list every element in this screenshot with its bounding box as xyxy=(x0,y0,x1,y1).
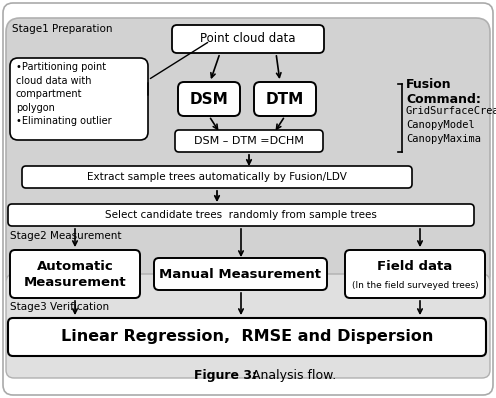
Text: Analysis flow.: Analysis flow. xyxy=(248,369,336,382)
FancyBboxPatch shape xyxy=(8,204,474,226)
Text: GridSurfaceCreate
CanopyModel
CanopyMaxima: GridSurfaceCreate CanopyModel CanopyMaxi… xyxy=(406,106,496,144)
FancyBboxPatch shape xyxy=(8,318,486,356)
FancyBboxPatch shape xyxy=(10,58,148,140)
FancyBboxPatch shape xyxy=(254,82,316,116)
Text: Stage3 Verification: Stage3 Verification xyxy=(10,302,109,312)
Text: (In the field surveyed trees): (In the field surveyed trees) xyxy=(352,281,478,289)
Text: Select candidate trees  randomly from sample trees: Select candidate trees randomly from sam… xyxy=(105,210,377,220)
Text: Manual Measurement: Manual Measurement xyxy=(159,267,321,281)
FancyBboxPatch shape xyxy=(22,166,412,188)
Text: DSM: DSM xyxy=(189,92,228,107)
Text: Stage2 Measurement: Stage2 Measurement xyxy=(10,231,122,241)
Text: Linear Regression,  RMSE and Dispersion: Linear Regression, RMSE and Dispersion xyxy=(61,330,433,345)
FancyBboxPatch shape xyxy=(175,130,323,152)
Text: Field data: Field data xyxy=(377,259,453,273)
Text: Figure 3:: Figure 3: xyxy=(194,369,257,382)
FancyBboxPatch shape xyxy=(154,258,327,290)
Text: DSM – DTM =DCHM: DSM – DTM =DCHM xyxy=(194,136,304,146)
Text: Fusion
Command:: Fusion Command: xyxy=(406,78,481,106)
Text: Automatic
Measurement: Automatic Measurement xyxy=(24,259,126,289)
Text: Stage1 Preparation: Stage1 Preparation xyxy=(12,24,113,34)
FancyBboxPatch shape xyxy=(3,3,493,395)
Text: Extract sample trees automatically by Fusion/LDV: Extract sample trees automatically by Fu… xyxy=(87,172,347,182)
FancyBboxPatch shape xyxy=(10,250,140,298)
FancyBboxPatch shape xyxy=(6,18,490,290)
Text: Point cloud data: Point cloud data xyxy=(200,33,296,45)
FancyBboxPatch shape xyxy=(6,274,490,378)
FancyBboxPatch shape xyxy=(178,82,240,116)
Text: DTM: DTM xyxy=(266,92,304,107)
Text: •Partitioning point
cloud data with
compartment
polygon
•Eliminating outlier: •Partitioning point cloud data with comp… xyxy=(16,62,112,127)
FancyBboxPatch shape xyxy=(345,250,485,298)
FancyBboxPatch shape xyxy=(172,25,324,53)
